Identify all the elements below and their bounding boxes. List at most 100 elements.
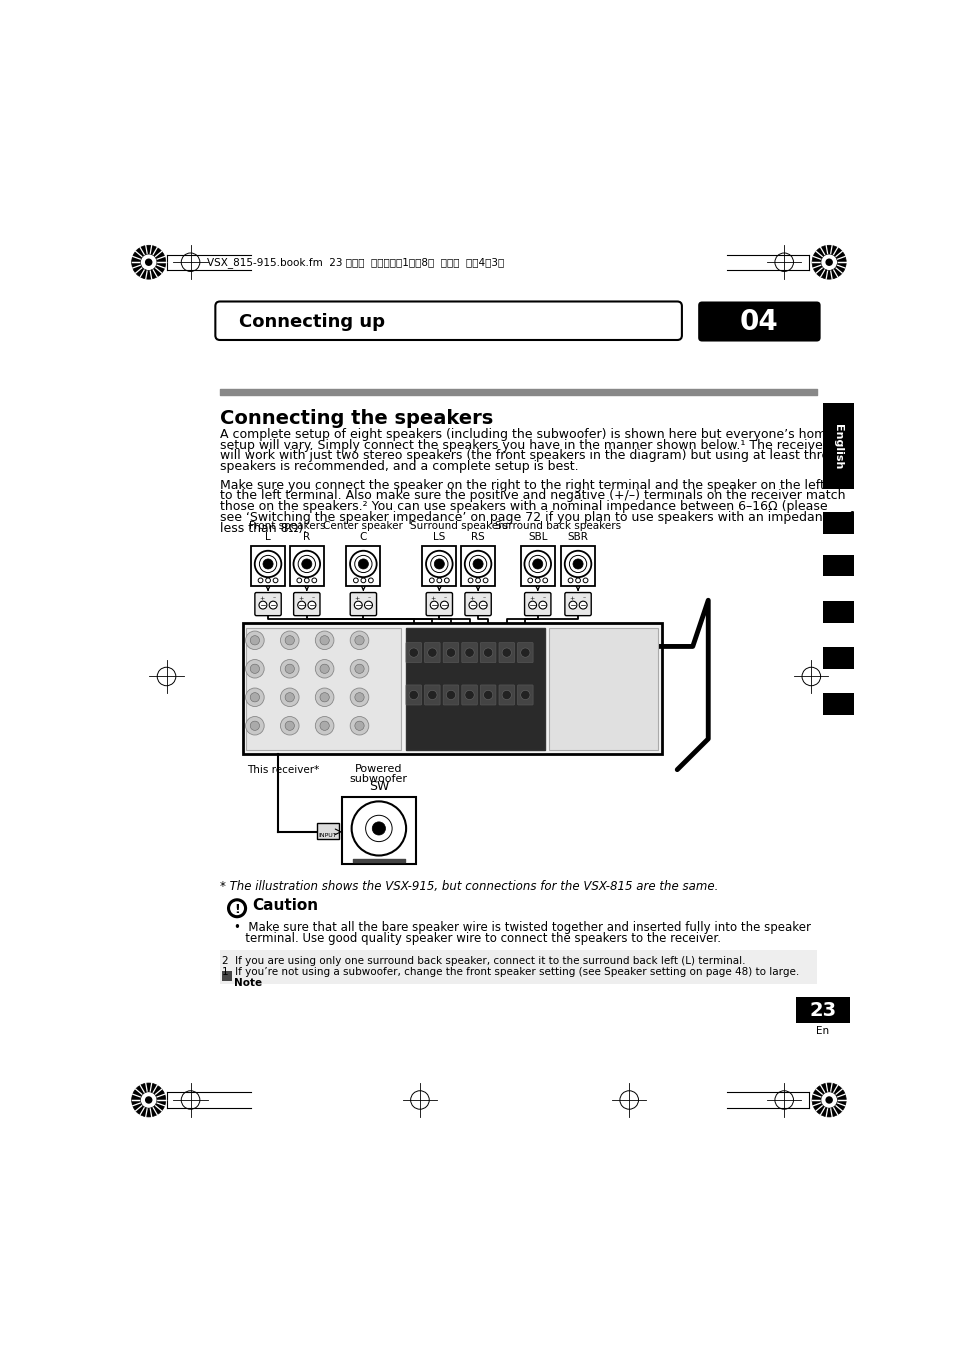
Circle shape <box>409 648 418 657</box>
Circle shape <box>358 559 368 569</box>
Circle shape <box>434 559 444 569</box>
Bar <box>822 693 853 715</box>
Text: +: + <box>297 596 303 601</box>
Text: 1  If you’re not using a subwoofer, change the front speaker setting (see Speake: 1 If you’re not using a subwoofer, chang… <box>222 967 799 977</box>
Bar <box>822 512 853 534</box>
FancyBboxPatch shape <box>424 685 439 705</box>
Circle shape <box>446 648 456 657</box>
Circle shape <box>280 631 298 650</box>
Text: Powered: Powered <box>355 765 402 774</box>
Text: 2  If you are using only one surround back speaker, connect it to the surround b: 2 If you are using only one surround bac… <box>222 957 745 966</box>
Bar <box>822 601 853 623</box>
Text: VSX_815-915.book.fm  23 ページ  ２００４年1２月8日  水曜日  午後4晎3分: VSX_815-915.book.fm 23 ページ ２００４年1２月8日 水曜… <box>207 257 503 267</box>
FancyBboxPatch shape <box>517 643 533 662</box>
Text: +: + <box>469 596 474 601</box>
Text: less than 8Ω).: less than 8Ω). <box>220 521 307 535</box>
Text: English: English <box>833 424 842 470</box>
Circle shape <box>821 254 837 270</box>
Circle shape <box>483 648 493 657</box>
FancyBboxPatch shape <box>215 301 681 340</box>
Circle shape <box>409 690 418 700</box>
Text: setup will vary. Simply connect the speakers you have in the manner shown below.: setup will vary. Simply connect the spea… <box>220 439 827 451</box>
Circle shape <box>573 559 582 569</box>
FancyBboxPatch shape <box>406 643 421 662</box>
Circle shape <box>315 716 334 735</box>
Circle shape <box>315 631 334 650</box>
Bar <box>822 555 853 577</box>
Text: Surround speakers: Surround speakers <box>409 521 507 531</box>
FancyBboxPatch shape <box>426 593 452 616</box>
Text: INPUT: INPUT <box>318 834 337 838</box>
FancyBboxPatch shape <box>294 593 319 616</box>
Bar <box>317 823 338 839</box>
Text: Connecting up: Connecting up <box>239 312 385 331</box>
Circle shape <box>469 601 476 609</box>
Bar <box>549 628 658 750</box>
Circle shape <box>364 601 372 609</box>
Circle shape <box>350 688 369 707</box>
Circle shape <box>446 690 456 700</box>
Bar <box>251 546 285 586</box>
Text: C: C <box>359 532 367 542</box>
Circle shape <box>245 659 264 678</box>
Text: This receiver*: This receiver* <box>247 765 319 775</box>
Circle shape <box>250 636 259 644</box>
Circle shape <box>140 1092 156 1108</box>
Circle shape <box>464 648 474 657</box>
Circle shape <box>538 601 546 609</box>
Circle shape <box>483 690 493 700</box>
FancyBboxPatch shape <box>464 593 491 616</box>
Text: +: + <box>259 596 264 601</box>
Text: LS: LS <box>433 532 445 542</box>
Text: see ‘Switching the speaker impedance’ on page 72 if you plan to use speakers wit: see ‘Switching the speaker impedance’ on… <box>220 511 853 524</box>
Circle shape <box>285 721 294 731</box>
FancyBboxPatch shape <box>443 685 458 705</box>
Circle shape <box>245 688 264 707</box>
Text: subwoofer: subwoofer <box>350 774 408 784</box>
Circle shape <box>355 636 364 644</box>
Text: –: – <box>542 596 545 601</box>
Circle shape <box>350 631 369 650</box>
Text: –: – <box>368 596 371 601</box>
Circle shape <box>285 636 294 644</box>
Circle shape <box>308 601 315 609</box>
Circle shape <box>372 821 385 835</box>
Text: R: R <box>303 532 310 542</box>
Text: –: – <box>482 596 485 601</box>
Circle shape <box>824 258 832 266</box>
Circle shape <box>140 254 156 270</box>
Circle shape <box>821 1092 837 1108</box>
Circle shape <box>315 659 334 678</box>
Bar <box>422 546 456 586</box>
Text: 04: 04 <box>740 308 778 336</box>
Circle shape <box>250 665 259 673</box>
Circle shape <box>227 898 247 919</box>
Circle shape <box>350 659 369 678</box>
FancyBboxPatch shape <box>461 643 476 662</box>
Circle shape <box>501 690 511 700</box>
Circle shape <box>319 636 329 644</box>
Circle shape <box>355 721 364 731</box>
Text: !: ! <box>233 904 239 916</box>
FancyBboxPatch shape <box>564 593 591 616</box>
Circle shape <box>285 665 294 673</box>
Text: –: – <box>312 596 314 601</box>
Text: * The illustration shows the VSX-915, but connections for the VSX-815 are the sa: * The illustration shows the VSX-915, bu… <box>220 880 718 893</box>
Circle shape <box>269 601 276 609</box>
Circle shape <box>250 721 259 731</box>
FancyBboxPatch shape <box>524 593 550 616</box>
Bar <box>520 546 555 586</box>
Text: +: + <box>430 596 436 601</box>
Circle shape <box>811 1084 845 1117</box>
Circle shape <box>145 1096 152 1104</box>
Circle shape <box>301 559 312 569</box>
Bar <box>243 623 661 754</box>
FancyBboxPatch shape <box>350 593 376 616</box>
Circle shape <box>427 648 436 657</box>
FancyBboxPatch shape <box>254 593 281 616</box>
Bar <box>342 797 416 865</box>
FancyBboxPatch shape <box>698 301 820 342</box>
Circle shape <box>355 693 364 703</box>
Circle shape <box>319 665 329 673</box>
FancyBboxPatch shape <box>498 685 514 705</box>
